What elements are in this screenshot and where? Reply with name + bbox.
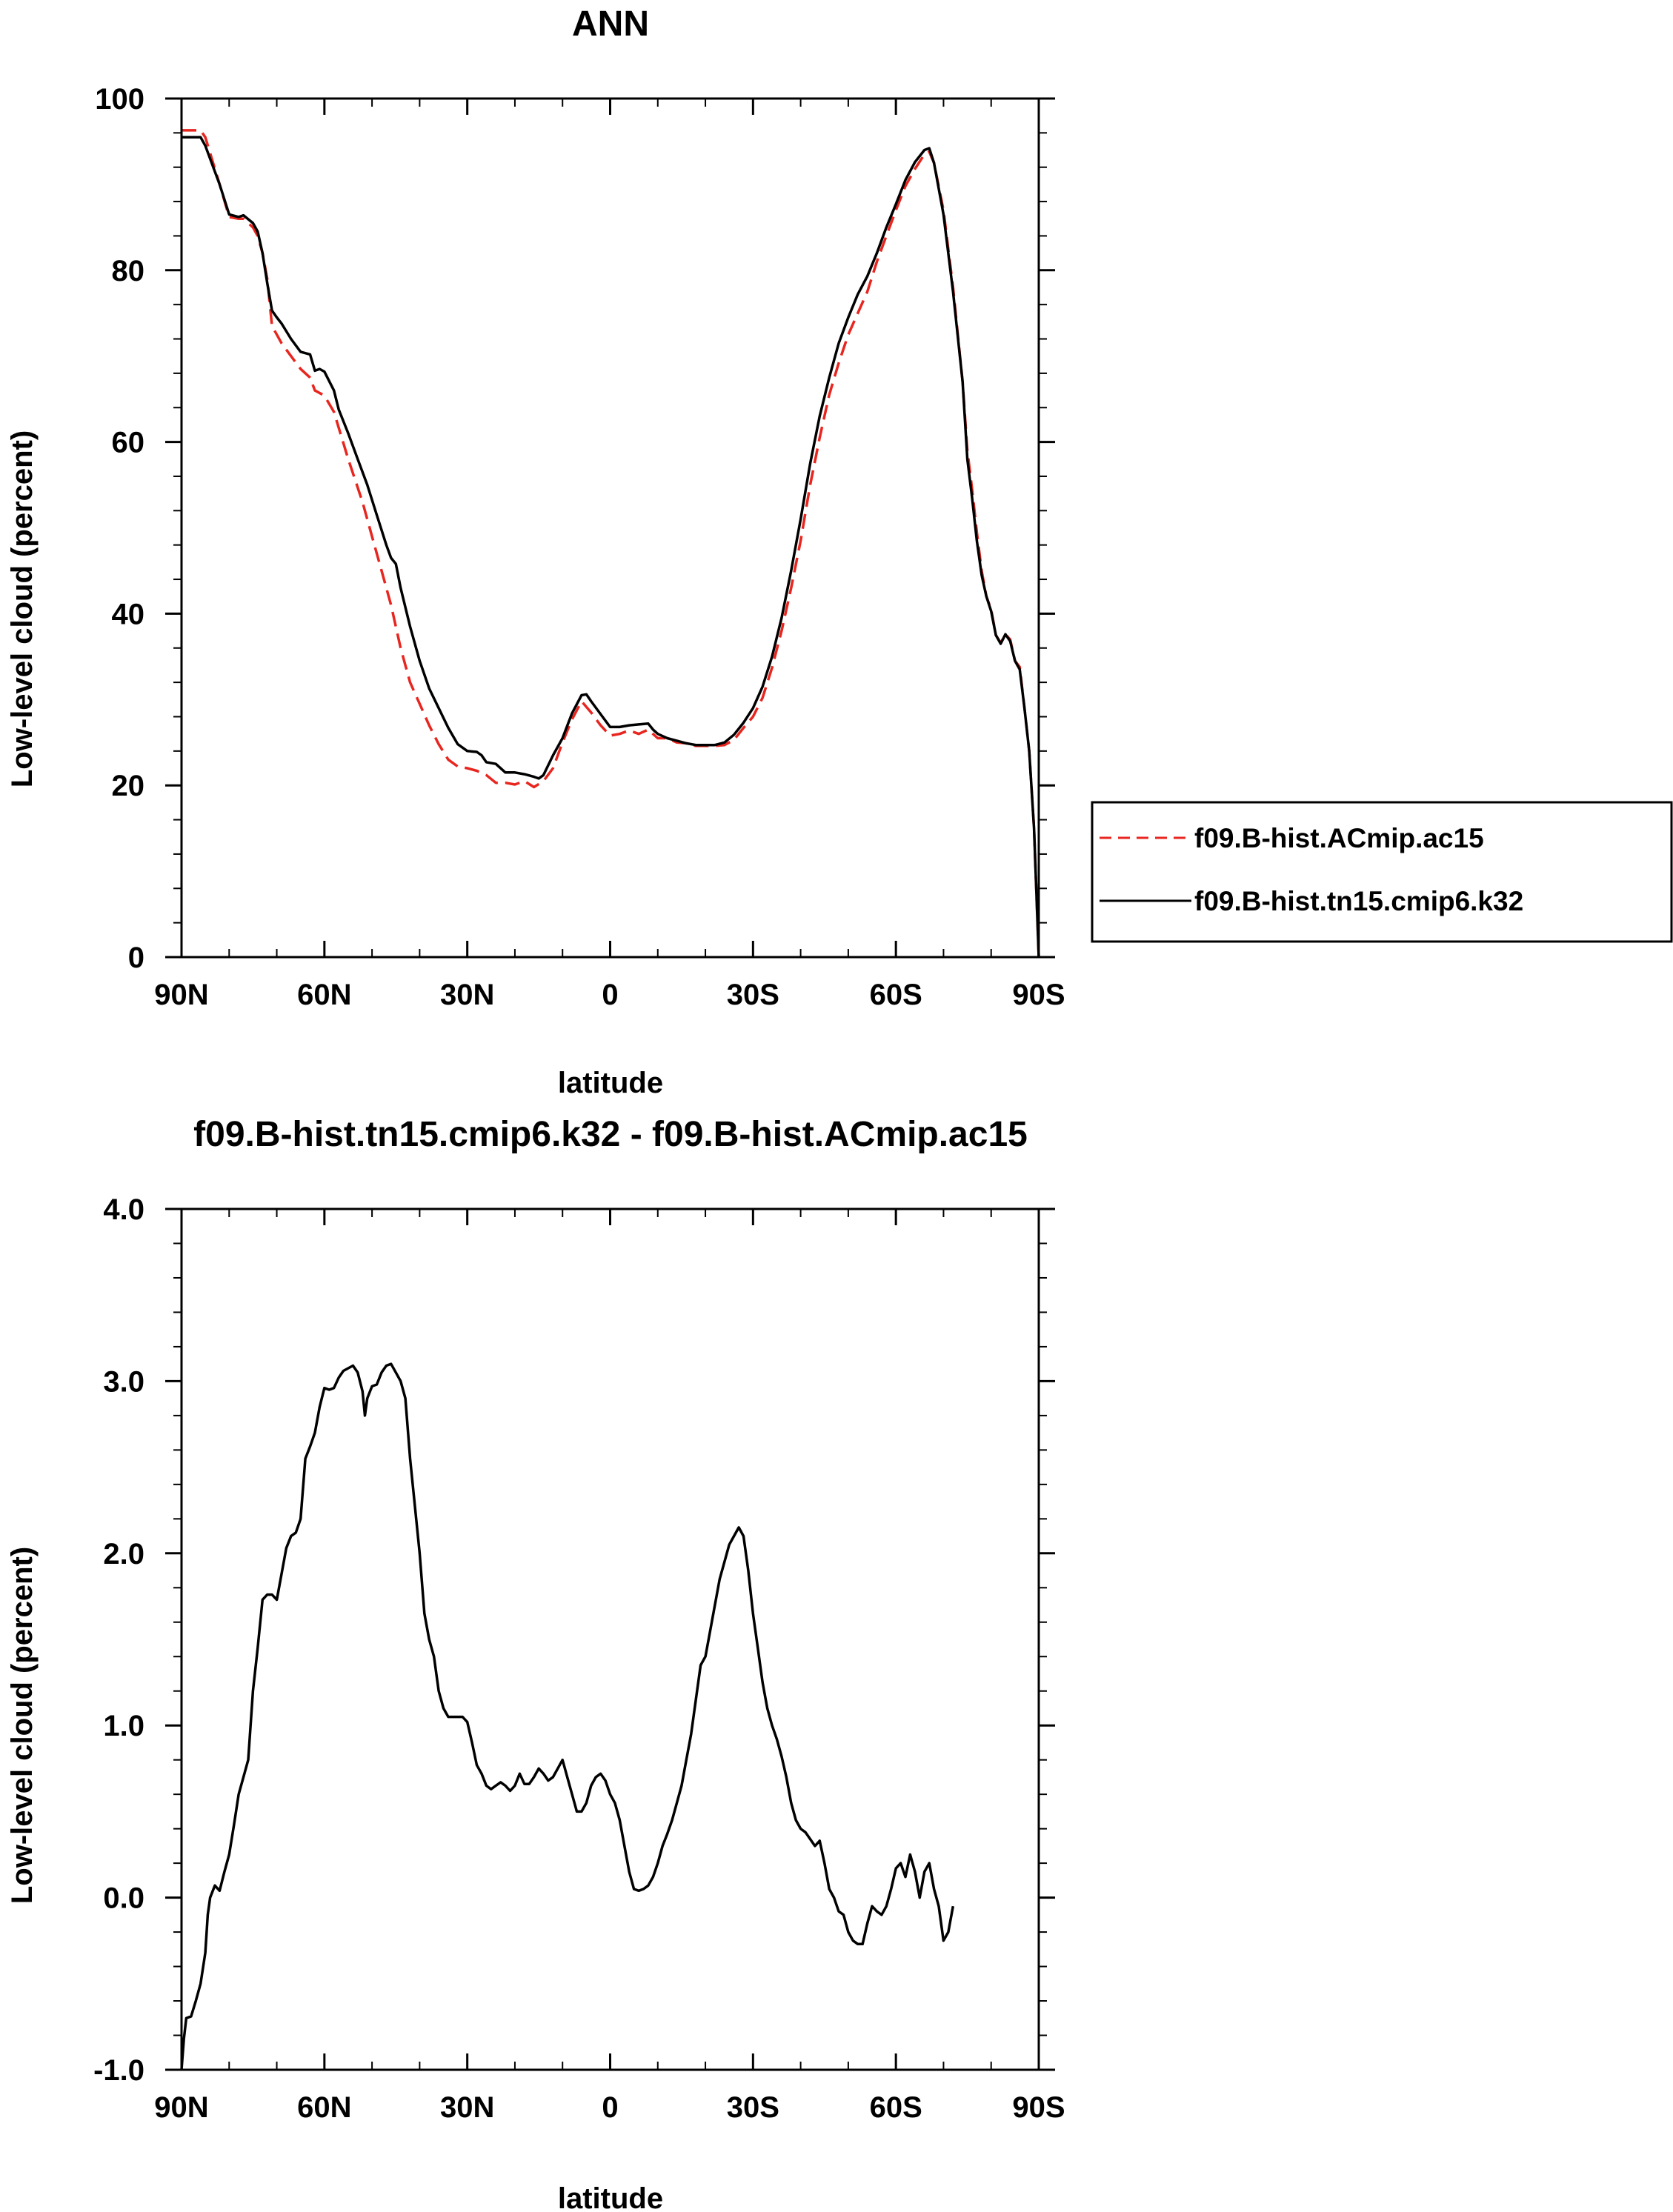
plot-frame <box>180 97 1040 959</box>
series-line-1 <box>182 136 1040 958</box>
plot-frame <box>180 1207 1040 2071</box>
x-tick-label: 90S <box>1012 979 1065 1011</box>
y-tick-label: 1.0 <box>103 1710 144 1742</box>
legend: f09.B-hist.ACmip.ac15 f09.B-hist.tn15.cm… <box>1091 801 1673 943</box>
axis-ticks <box>165 97 1055 959</box>
y-axis-label: Low-level cloud (percent) <box>6 430 39 787</box>
x-tick-label: 60N <box>297 2091 351 2124</box>
y-tick-label: 80 <box>112 255 145 287</box>
x-tick-label: 30N <box>440 979 494 1011</box>
y-tick-label: 60 <box>112 427 145 459</box>
x-tick-label: 0 <box>602 979 618 1011</box>
tick-labels: 90N 60N 30N 0 30S 60S 90S -1.0 0.0 1.0 2.0 3.0 4.0 <box>93 1193 1065 2124</box>
axis-ticks <box>165 1207 1055 2071</box>
y-tick-label: -1.0 <box>93 2054 144 2087</box>
x-tick-label: 30N <box>440 2091 494 2124</box>
series-line-0 <box>182 129 1040 958</box>
x-tick-label: 0 <box>602 2091 618 2124</box>
tick-labels: 90N 60N 30N 0 30S 60S 90S 0 20 40 60 80 100 <box>95 83 1065 1011</box>
chart-title: f09.B-hist.tn15.cmip6.k32 - f09.B-hist.A… <box>193 1115 1028 1154</box>
y-tick-label: 2.0 <box>103 1538 144 1570</box>
x-tick-label: 90N <box>154 2091 208 2124</box>
series-lines <box>182 129 1040 958</box>
y-tick-label: 20 <box>112 770 145 802</box>
x-tick-label: 60N <box>297 979 351 1011</box>
y-tick-label: 3.0 <box>103 1365 144 1398</box>
x-tick-label: 90S <box>1012 2091 1065 2124</box>
y-axis-label: Low-level cloud (percent) <box>6 1547 39 1904</box>
legend-box <box>1091 801 1673 943</box>
x-axis-label: latitude <box>558 1067 663 1099</box>
x-tick-label: 60S <box>870 979 922 1011</box>
series-lines <box>180 1362 955 2071</box>
legend-label-ACmip: f09.B-hist.ACmip.ac15 <box>1194 823 1484 853</box>
y-tick-label: 40 <box>112 598 145 630</box>
top-panel: ANN Low-level cloud (percent) latitude 9… <box>6 4 1065 1099</box>
y-tick-label: 0 <box>128 942 144 974</box>
series-line-0 <box>180 1362 955 2071</box>
y-tick-label: 4.0 <box>103 1193 144 1226</box>
x-tick-label: 30S <box>727 979 779 1011</box>
y-tick-label: 0.0 <box>103 1882 144 1915</box>
x-tick-label: 90N <box>154 979 208 1011</box>
x-tick-label: 60S <box>870 2091 922 2124</box>
y-tick-label: 100 <box>95 83 144 116</box>
chart-title: ANN <box>572 4 649 44</box>
x-tick-label: 30S <box>727 2091 779 2124</box>
x-axis-label: latitude <box>558 2182 663 2212</box>
legend-label-tn15: f09.B-hist.tn15.cmip6.k32 <box>1194 886 1523 916</box>
bottom-panel: f09.B-hist.tn15.cmip6.k32 - f09.B-hist.A… <box>6 1115 1065 2212</box>
